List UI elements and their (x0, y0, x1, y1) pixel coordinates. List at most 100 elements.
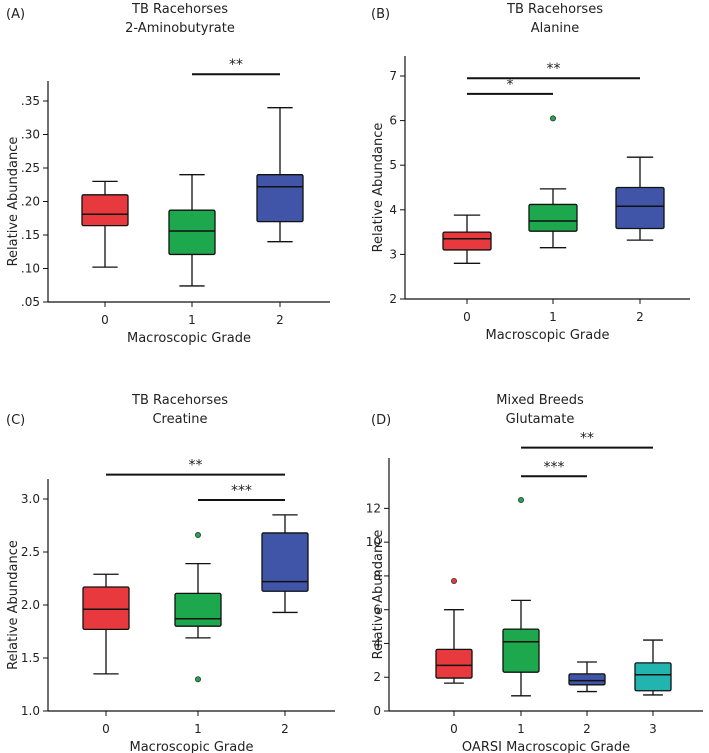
panel-label: (C) (6, 413, 25, 428)
x-tick-label: 1 (517, 722, 525, 736)
iqr-box (634, 662, 672, 692)
panel-title: Mixed Breeds (496, 393, 584, 408)
x-tick-label: 1 (194, 722, 202, 736)
panel-subtitle: Glutamate (506, 412, 575, 427)
panel-label: (A) (6, 7, 25, 22)
y-tick-label: 1.0 (21, 704, 40, 718)
box-2 (256, 107, 304, 243)
iqr-box (261, 532, 309, 592)
box-1 (502, 496, 540, 697)
outlier-point (194, 676, 201, 683)
panel-title: TB Racehorses (506, 2, 603, 17)
y-tick-label: 7 (389, 69, 397, 83)
y-tick-label: 1.5 (21, 651, 40, 665)
box-2 (615, 156, 665, 241)
y-tick-label: 2.5 (21, 545, 40, 559)
y-tick-label: 2.0 (21, 598, 40, 612)
significance-label: *** (544, 459, 565, 475)
y-tick-label: 3 (389, 247, 397, 261)
y-tick-label: .10 (21, 262, 40, 276)
iqr-box (168, 209, 216, 256)
box-1 (168, 174, 216, 287)
y-tick-label: .35 (21, 94, 40, 108)
y-tick-label: 8 (373, 569, 381, 583)
box-1 (174, 532, 222, 683)
box-2 (261, 514, 309, 614)
x-tick-label: 1 (188, 313, 196, 327)
outlier-point (550, 115, 557, 122)
iqr-box (174, 592, 222, 627)
box-2 (568, 661, 606, 693)
y-axis-label: Relative Abundance (6, 137, 21, 267)
significance-label: ** (229, 57, 243, 73)
panel-title: TB Racehorses (131, 2, 228, 17)
outlier-point (518, 496, 525, 503)
y-tick-label: .30 (21, 128, 40, 142)
y-tick-label: 2 (373, 670, 381, 684)
significance-label: * (507, 77, 514, 93)
panel-label: (D) (371, 413, 391, 428)
y-axis-label: Relative Abundance (371, 123, 386, 253)
outlier-point (450, 577, 457, 584)
box-0 (442, 214, 492, 264)
iqr-box (568, 673, 606, 686)
panel-subtitle: Alanine (531, 21, 580, 36)
x-tick-label: 0 (102, 722, 110, 736)
box-0 (435, 577, 473, 684)
x-axis-label: OARSI Macroscopic Grade (462, 740, 630, 753)
iqr-box (502, 628, 540, 673)
y-tick-label: .25 (21, 161, 40, 175)
y-tick-label: 2 (389, 292, 397, 306)
iqr-box (528, 203, 578, 232)
panel-title: TB Racehorses (131, 393, 228, 408)
y-tick-label: 0 (373, 704, 381, 718)
significance-label: ** (189, 458, 203, 474)
y-tick-label: 4 (389, 203, 397, 217)
x-tick-label: 3 (649, 722, 657, 736)
y-tick-label: 4 (373, 636, 381, 650)
significance-label: *** (231, 483, 252, 499)
y-tick-label: 12 (366, 501, 381, 515)
y-axis-label: Relative Abundance (371, 530, 386, 660)
box-0 (81, 180, 129, 268)
x-tick-label: 1 (549, 310, 557, 324)
y-axis-label: Relative Abundance (6, 540, 21, 670)
x-axis-label: Macroscopic Grade (127, 331, 251, 346)
iqr-box (435, 648, 473, 679)
panel-subtitle: Creatine (152, 412, 207, 427)
x-tick-label: 2 (636, 310, 644, 324)
iqr-box (442, 231, 492, 251)
y-tick-label: 5 (389, 158, 397, 172)
significance-label: ** (547, 61, 561, 77)
outlier-point (194, 532, 201, 539)
y-tick-label: .15 (21, 228, 40, 242)
y-tick-label: .20 (21, 195, 40, 209)
chart-panel-a: (A) TB Racehorses 2-Aminobutyrate .05 .10 .15… (6, 2, 330, 346)
iqr-box (256, 174, 304, 223)
x-tick-label: 2 (276, 313, 284, 327)
y-tick-label: 6 (373, 603, 381, 617)
x-axis-label: Macroscopic Grade (130, 740, 254, 753)
chart-panel-b: (B) TB Racehorses Alanine 2 3 4 5 6 7 0 1 2 Macrosco… (371, 2, 690, 343)
x-tick-label: 2 (583, 722, 591, 736)
panel-label: (B) (371, 7, 390, 22)
x-axis-label: Macroscopic Grade (486, 328, 610, 343)
iqr-box (81, 194, 129, 227)
x-tick-label: 0 (101, 313, 109, 327)
box-0 (82, 573, 130, 675)
box-3 (634, 639, 672, 696)
x-tick-label: 0 (450, 722, 458, 736)
box-1 (528, 115, 578, 249)
iqr-box (82, 586, 130, 631)
chart-panel-c: (C) TB Racehorses Creatine 1.0 1.5 2.0 2.5 3.0 0… (6, 393, 335, 753)
iqr-box (615, 186, 665, 230)
y-tick-label: 3.0 (21, 492, 40, 506)
x-tick-label: 0 (463, 310, 471, 324)
panel-subtitle: 2-Aminobutyrate (125, 21, 235, 36)
y-tick-label: 6 (389, 114, 397, 128)
significance-label: ** (580, 431, 594, 447)
y-tick-label: 10 (366, 535, 381, 549)
x-tick-label: 2 (281, 722, 289, 736)
